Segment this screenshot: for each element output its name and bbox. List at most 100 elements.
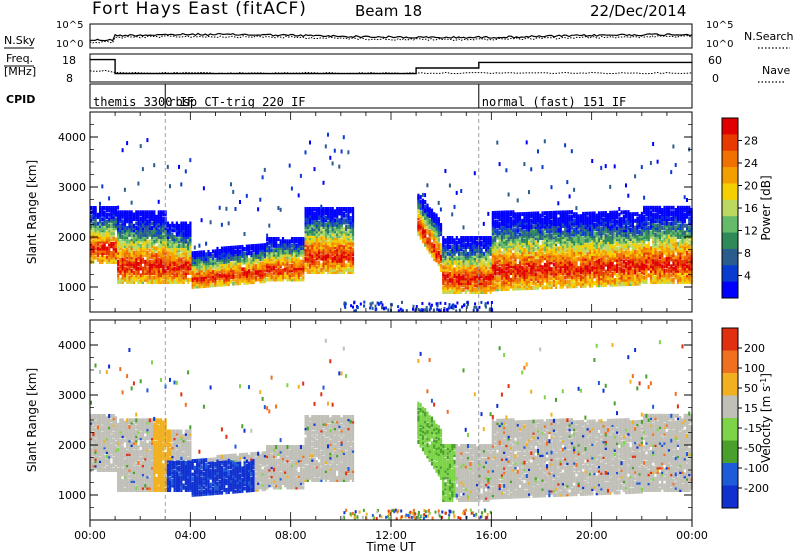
heat-cell — [609, 226, 612, 231]
heat-cell — [126, 244, 129, 248]
heat-cell — [618, 262, 621, 267]
heat-cell — [482, 278, 485, 283]
heat-cell — [525, 259, 528, 264]
heat-cell — [584, 216, 587, 221]
heat-cell — [505, 257, 508, 262]
heat-cell — [110, 235, 113, 240]
heat-cell — [94, 244, 97, 249]
heat-cell — [573, 252, 576, 257]
heat-cell — [128, 210, 131, 215]
heat-cell — [119, 250, 122, 255]
heat-cell — [518, 234, 522, 239]
heat-cell — [588, 252, 592, 257]
heat-cell — [512, 241, 515, 246]
heat-cell — [476, 254, 479, 258]
heat-cell — [573, 230, 576, 235]
heat-cell — [347, 216, 350, 220]
heat-cell — [157, 223, 160, 228]
heat-cell — [557, 264, 560, 269]
heat-cell — [509, 230, 513, 235]
heat-cell — [209, 252, 212, 256]
heat-cell — [494, 271, 497, 276]
heat-cell — [180, 223, 183, 228]
heat-cell — [342, 240, 345, 245]
heat-cell — [516, 223, 519, 228]
heat-cell — [500, 221, 504, 226]
heat-cell — [597, 247, 601, 252]
heat-cell — [559, 230, 562, 235]
heat-cell — [428, 238, 431, 243]
heat-cell — [503, 233, 506, 237]
heat-cell — [284, 268, 287, 273]
heat-cell — [570, 223, 573, 228]
heat-cell — [577, 268, 580, 273]
heat-cell — [591, 256, 594, 261]
heat-cell — [618, 255, 621, 260]
station-title: Fort Hays East (fitACF) — [92, 0, 307, 19]
heat-cell — [503, 260, 506, 264]
heat-cell — [340, 252, 343, 256]
heat-cell — [248, 269, 251, 274]
heat-cell — [537, 218, 540, 223]
cpid-panel — [89, 83, 693, 109]
heat-cell — [462, 242, 465, 247]
heat-cell — [532, 258, 535, 263]
heat-cell — [117, 273, 120, 278]
heat-cell — [532, 236, 535, 241]
heat-scatter — [263, 167, 266, 172]
heat-cell — [288, 239, 291, 244]
heat-cell — [573, 264, 576, 268]
heat-cell — [171, 253, 174, 257]
heat-cell — [160, 223, 163, 228]
heat-cell — [435, 233, 438, 238]
heat-cell — [561, 212, 564, 217]
heat-cell — [507, 264, 510, 269]
heat-cell — [595, 260, 598, 265]
heat-cell — [128, 214, 131, 219]
heat-cell — [187, 228, 190, 233]
heat-cell — [302, 250, 305, 255]
heat-cell — [275, 255, 278, 259]
heat-cell — [561, 262, 564, 267]
heat-cell — [455, 258, 458, 263]
heat-cell — [588, 227, 592, 232]
heat-cell — [579, 232, 583, 237]
heat-cell — [539, 233, 542, 238]
heat-cell — [433, 236, 436, 241]
heat-cell — [132, 226, 136, 230]
heat-cell — [236, 270, 239, 275]
heat-cell — [146, 277, 149, 282]
heat-cell — [579, 214, 583, 219]
heat-cell — [318, 252, 321, 256]
heat-cell — [588, 243, 592, 248]
heat-cell — [220, 253, 224, 258]
heat-cell — [498, 217, 501, 222]
heat-cell — [123, 244, 127, 248]
heat-cell — [537, 251, 540, 256]
heat-cell — [230, 275, 233, 280]
heat-cell — [90, 237, 93, 242]
heat-cell — [611, 240, 614, 244]
heat-cell — [182, 228, 185, 233]
heat-cell — [250, 255, 253, 260]
heat-cell — [611, 244, 614, 249]
heat-cell — [561, 253, 564, 258]
heat-cell — [155, 232, 158, 237]
heat-cell — [351, 227, 355, 232]
heat-cell — [514, 257, 517, 262]
heat-cell — [173, 280, 176, 284]
heat-scatter — [277, 206, 280, 210]
heat-cell — [302, 246, 305, 250]
heat-cell — [252, 271, 255, 275]
heat-cell — [532, 274, 535, 279]
heat-cell — [166, 264, 169, 269]
heat-cell — [155, 221, 158, 226]
heat-cell — [128, 228, 131, 233]
heat-cell — [234, 268, 237, 272]
heat-cell — [485, 276, 488, 281]
heat-cell — [523, 286, 526, 291]
heat-cell — [164, 248, 167, 253]
heat-cell — [322, 252, 325, 256]
heat-cell — [518, 286, 522, 291]
heat-cell — [568, 243, 571, 248]
